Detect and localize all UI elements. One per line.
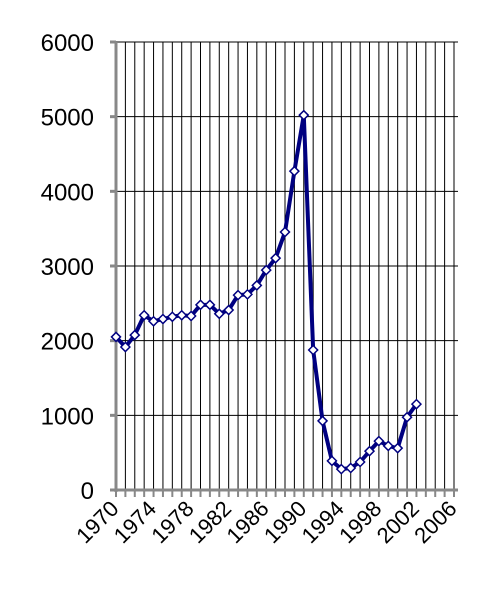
x-tick-label: 1970 <box>71 496 123 548</box>
data-marker <box>232 289 244 301</box>
data-marker <box>260 264 272 276</box>
data-marker <box>288 165 300 177</box>
data-marker <box>110 331 122 343</box>
data-marker <box>363 445 376 457</box>
data-marker <box>316 415 329 427</box>
x-tick-label: 1994 <box>297 496 349 548</box>
data-marker <box>147 315 160 327</box>
x-tick-label: 1974 <box>109 496 161 548</box>
data-marker <box>401 411 413 423</box>
y-tick-label: 0 <box>81 478 94 505</box>
y-tick-label: 3000 <box>41 254 94 281</box>
data-marker <box>185 310 197 322</box>
x-tick-label: 1998 <box>334 496 386 548</box>
data-marker <box>241 288 254 300</box>
data-marker <box>138 309 150 321</box>
data-marker <box>157 313 169 325</box>
data-marker <box>326 455 338 467</box>
data-marker <box>213 308 225 320</box>
y-tick-label: 4000 <box>41 179 94 206</box>
data-marker <box>223 304 235 316</box>
x-tick-label: 1990 <box>259 496 311 548</box>
data-marker <box>307 344 319 356</box>
y-tick-label: 2000 <box>41 329 94 356</box>
data-marker <box>354 456 366 468</box>
data-marker <box>298 109 310 121</box>
data-marker <box>251 279 263 291</box>
data-marker <box>345 462 357 474</box>
x-tick-label: 1982 <box>184 496 236 548</box>
data-marker <box>129 329 141 341</box>
data-marker <box>119 341 131 353</box>
y-tick-label: 6000 <box>41 30 94 57</box>
data-marker <box>166 311 178 323</box>
data-marker <box>392 442 404 454</box>
y-tick-label: 5000 <box>41 105 94 132</box>
data-marker <box>194 299 207 311</box>
data-marker <box>176 309 188 321</box>
data-marker <box>270 252 282 264</box>
data-marker <box>410 398 423 410</box>
data-marker <box>335 463 347 475</box>
data-marker <box>204 299 216 311</box>
data-marker <box>382 440 394 452</box>
x-tick-label: 2002 <box>372 496 424 548</box>
x-tick-label: 1986 <box>221 496 273 548</box>
x-tick-label: 2006 <box>409 496 461 548</box>
data-marker <box>279 226 291 238</box>
x-tick-label: 1978 <box>146 496 198 548</box>
data-marker <box>373 435 385 447</box>
y-tick-label: 1000 <box>41 403 94 430</box>
